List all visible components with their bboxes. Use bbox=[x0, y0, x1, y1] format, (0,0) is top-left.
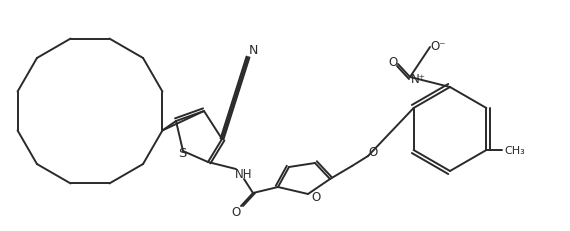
Text: O: O bbox=[368, 146, 378, 159]
Text: O⁻: O⁻ bbox=[430, 39, 446, 52]
Text: O: O bbox=[311, 191, 321, 204]
Text: NH: NH bbox=[235, 168, 253, 181]
Text: O: O bbox=[388, 55, 398, 68]
Text: S: S bbox=[178, 147, 186, 160]
Text: N: N bbox=[249, 43, 258, 56]
Text: CH₃: CH₃ bbox=[504, 145, 525, 155]
Text: O: O bbox=[231, 206, 241, 219]
Text: N⁺: N⁺ bbox=[410, 73, 425, 86]
